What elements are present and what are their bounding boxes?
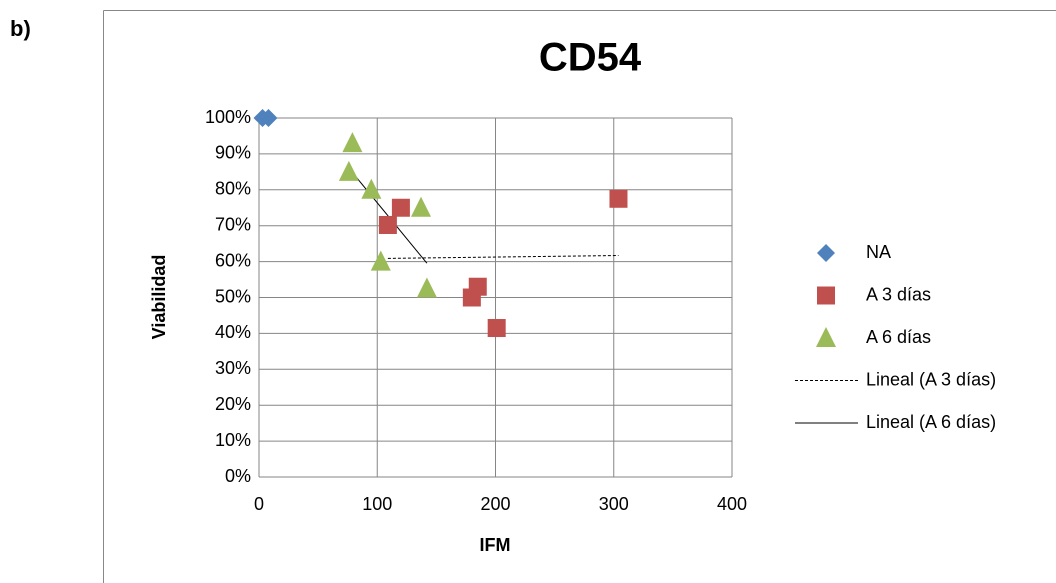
x-tick-label: 0 — [254, 494, 264, 514]
point — [391, 198, 410, 217]
legend-marker — [817, 244, 835, 262]
point — [361, 178, 382, 199]
y-tick-label: 20% — [215, 394, 251, 414]
trendline — [348, 167, 428, 264]
y-tick-label: 30% — [215, 358, 251, 378]
point — [338, 160, 359, 181]
y-tick-label: 10% — [215, 430, 251, 450]
point — [609, 189, 628, 208]
x-tick-label: 400 — [717, 494, 747, 514]
y-tick-label: 100% — [205, 107, 251, 127]
y-tick-label: 60% — [215, 250, 251, 270]
point — [370, 250, 391, 271]
x-tick-label: 100 — [362, 494, 392, 514]
point — [487, 319, 506, 338]
trendline — [387, 255, 619, 259]
point — [411, 196, 432, 217]
x-tick-label: 300 — [599, 494, 629, 514]
legend-marker — [817, 286, 835, 305]
legend-label: Lineal (A 3 días) — [866, 369, 996, 389]
legend-label: A 6 días — [866, 327, 931, 347]
x-tick-label: 200 — [480, 494, 510, 514]
point — [468, 277, 487, 296]
chart-title: CD54 — [539, 36, 642, 80]
y-tick-label: 0% — [225, 466, 251, 486]
legend-marker — [816, 327, 836, 347]
legend-label: A 3 días — [866, 284, 931, 304]
point — [342, 132, 363, 153]
legend-label: NA — [866, 242, 891, 262]
y-tick-label: 80% — [215, 179, 251, 199]
point — [416, 277, 437, 298]
point — [259, 109, 278, 127]
legend-label: Lineal (A 6 días) — [866, 412, 996, 432]
panel-label: b) — [10, 16, 31, 41]
y-axis-label: Viabilidad — [149, 255, 169, 340]
y-tick-label: 40% — [215, 322, 251, 342]
y-tick-label: 50% — [215, 286, 251, 306]
y-tick-label: 90% — [215, 143, 251, 163]
point — [378, 215, 397, 234]
x-axis-label: IFM — [480, 535, 511, 555]
y-tick-label: 70% — [215, 214, 251, 234]
